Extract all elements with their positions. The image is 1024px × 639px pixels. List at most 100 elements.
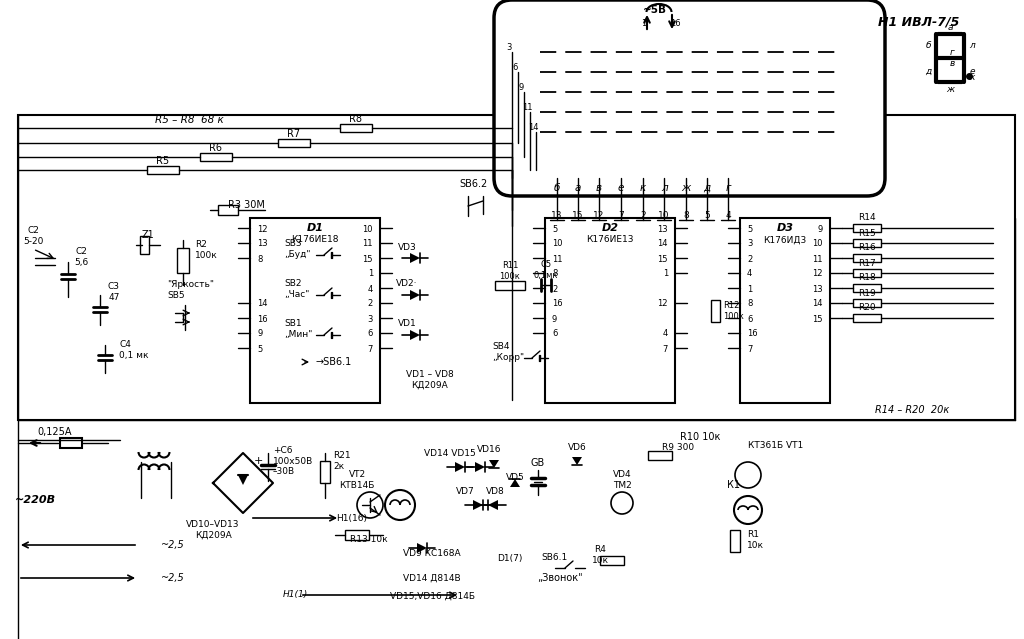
Text: 10: 10 [812, 240, 823, 249]
Text: VD8: VD8 [485, 488, 505, 497]
Polygon shape [410, 253, 420, 263]
Text: 12: 12 [257, 224, 267, 233]
Text: 14: 14 [527, 123, 539, 132]
Text: R14: R14 [858, 213, 876, 222]
Text: 1: 1 [368, 270, 373, 279]
Text: 4: 4 [663, 330, 668, 339]
Text: К176ИЕ18: К176ИЕ18 [291, 236, 339, 245]
Bar [177, 248, 189, 273]
Text: К176ИД3: К176ИД3 [763, 236, 807, 245]
Text: г: г [725, 183, 731, 193]
Text: к: к [640, 183, 646, 193]
Text: ~2,5: ~2,5 [161, 573, 185, 583]
Polygon shape [488, 500, 498, 510]
Text: 1: 1 [746, 284, 753, 293]
Text: 3: 3 [368, 314, 373, 323]
Text: "Яркость"
SB5: "Яркость" SB5 [167, 281, 214, 300]
Bar [200, 153, 232, 161]
Polygon shape [410, 290, 420, 300]
Text: C5
0,1мк: C5 0,1мк [534, 260, 558, 280]
Text: VD1: VD1 [397, 320, 417, 328]
Text: 8: 8 [746, 300, 753, 309]
Text: 5: 5 [257, 344, 262, 353]
Text: к: к [970, 73, 975, 82]
Ellipse shape [734, 496, 762, 524]
Text: R21
2к: R21 2к [333, 451, 350, 471]
Text: 16: 16 [552, 300, 562, 309]
Text: е: е [617, 183, 625, 193]
Text: R4
10к: R4 10к [592, 545, 608, 565]
Ellipse shape [611, 492, 633, 514]
Text: C2
5,6: C2 5,6 [74, 247, 88, 266]
Text: D1: D1 [306, 223, 324, 233]
Polygon shape [238, 475, 248, 485]
Bar [600, 556, 624, 565]
Text: 14: 14 [657, 240, 668, 249]
Bar [730, 530, 740, 552]
Text: 16: 16 [746, 330, 758, 339]
Text: 10: 10 [658, 210, 670, 220]
Text: а: а [574, 183, 582, 193]
Text: VD4
ТМ2: VD4 ТМ2 [612, 470, 632, 489]
Text: VD2·: VD2· [396, 279, 418, 288]
Bar [853, 239, 881, 247]
Text: 6: 6 [368, 330, 373, 339]
Text: 15: 15 [572, 210, 584, 220]
Text: 13: 13 [812, 284, 823, 293]
Text: 16: 16 [670, 20, 680, 29]
Text: VD16: VD16 [477, 445, 502, 454]
Bar [340, 124, 372, 132]
Text: 13: 13 [551, 210, 563, 220]
Bar [147, 166, 179, 174]
Text: 9: 9 [518, 82, 523, 91]
Text: SB6.1: SB6.1 [542, 553, 568, 562]
Text: R8: R8 [349, 114, 362, 124]
Text: 11: 11 [812, 254, 823, 263]
Text: R1
10к: R1 10к [746, 530, 764, 550]
Text: GB: GB [530, 458, 545, 468]
Polygon shape [455, 462, 465, 472]
Text: R14 – R20  20к: R14 – R20 20к [874, 405, 949, 415]
Text: К1: К1 [726, 480, 739, 490]
Bar [853, 224, 881, 232]
Text: D3: D3 [776, 223, 794, 233]
Text: 1: 1 [663, 270, 668, 279]
Text: „Звонок": „Звонок" [538, 573, 583, 583]
Bar [853, 314, 881, 322]
Text: Н1(16): Н1(16) [337, 514, 368, 523]
Bar [345, 530, 369, 540]
Text: VD14 VD15: VD14 VD15 [424, 449, 476, 459]
Text: л: л [660, 183, 668, 193]
Text: 15: 15 [812, 314, 823, 323]
Bar [853, 284, 881, 292]
Text: 2: 2 [368, 300, 373, 309]
Bar [18, 115, 1015, 420]
Text: R12
100к: R12 100к [723, 302, 743, 321]
Text: VD15,VD16 Д814Б: VD15,VD16 Д814Б [389, 592, 474, 601]
Text: D1(7): D1(7) [498, 553, 522, 562]
Text: C3
47: C3 47 [108, 282, 120, 302]
Text: 6: 6 [746, 314, 753, 323]
Text: 4: 4 [746, 270, 753, 279]
Text: 10: 10 [552, 240, 562, 249]
Bar [250, 218, 380, 403]
Text: R20: R20 [858, 304, 876, 312]
Text: R9 300: R9 300 [662, 443, 694, 452]
Text: R15: R15 [858, 229, 876, 238]
Polygon shape [489, 460, 499, 468]
Text: SB1
„Мин": SB1 „Мин" [284, 320, 312, 339]
Text: R19: R19 [858, 288, 876, 298]
Bar [648, 451, 672, 460]
Text: →SB6.1: →SB6.1 [315, 357, 351, 367]
Text: SB3
„Буд": SB3 „Буд" [284, 239, 310, 259]
Polygon shape [473, 500, 483, 510]
Text: 10: 10 [362, 224, 373, 233]
Text: 7: 7 [663, 344, 668, 353]
Text: 16: 16 [257, 314, 267, 323]
Bar [140, 236, 150, 254]
Text: 2: 2 [640, 210, 646, 220]
Polygon shape [510, 479, 520, 487]
Text: 0,125А: 0,125А [38, 427, 73, 437]
Text: 11: 11 [552, 254, 562, 263]
Text: КТ361Б VT1: КТ361Б VT1 [748, 440, 803, 449]
